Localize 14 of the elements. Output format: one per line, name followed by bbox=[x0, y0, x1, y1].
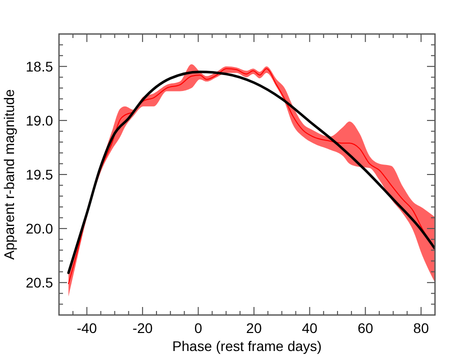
x-tick-label: 0 bbox=[194, 320, 202, 336]
y-tick-label: 18.5 bbox=[26, 58, 54, 74]
x-tick-label: -40 bbox=[76, 320, 98, 336]
y-tick-label: 19.0 bbox=[26, 112, 54, 128]
y-tick-label: 20.0 bbox=[26, 220, 54, 237]
x-tick-label: 40 bbox=[302, 320, 318, 336]
x-tick-label: -20 bbox=[132, 320, 153, 336]
y-axis-title: Apparent r-band magnitude bbox=[1, 89, 17, 260]
y-tick-label: 19.5 bbox=[26, 166, 54, 182]
y-tick-label: 20.5 bbox=[26, 274, 54, 291]
x-tick-label: 20 bbox=[246, 320, 262, 336]
x-tick-label: 80 bbox=[413, 320, 430, 336]
x-axis-title: Phase (rest frame days) bbox=[172, 338, 322, 354]
x-tick-label: 60 bbox=[358, 320, 374, 336]
